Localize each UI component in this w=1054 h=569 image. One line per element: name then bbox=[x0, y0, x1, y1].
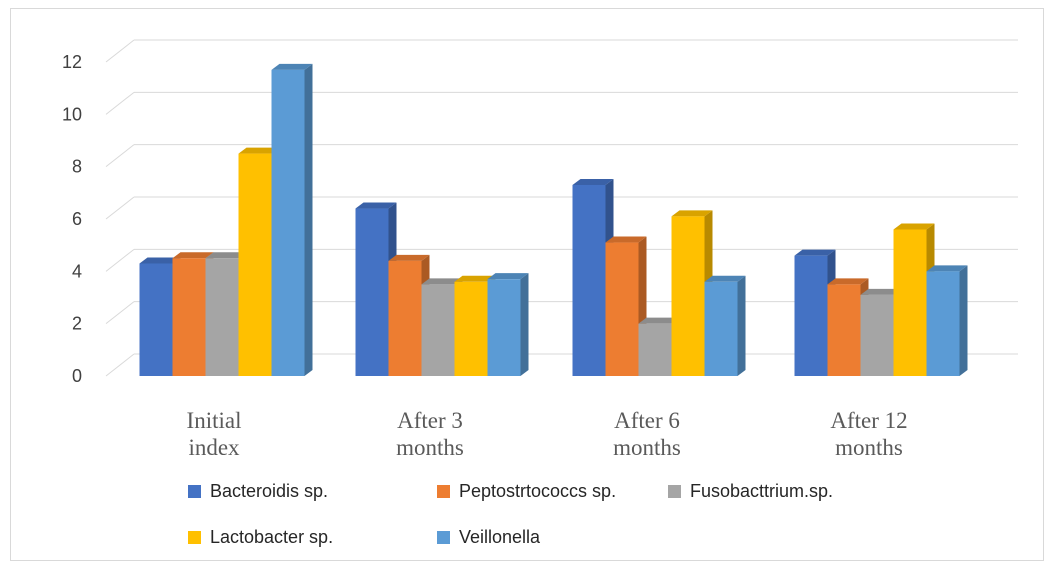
gridline-side bbox=[105, 301, 135, 325]
legend-label: Bacteroidis sp. bbox=[210, 481, 328, 501]
bar-top bbox=[704, 275, 746, 282]
bar-top bbox=[605, 236, 647, 243]
bar-top bbox=[572, 178, 614, 185]
legend-item: Veillonella bbox=[437, 527, 541, 547]
legend-label: Veillonella bbox=[459, 527, 541, 547]
legend-label: Fusobacttrium.sp. bbox=[690, 481, 833, 501]
y-tick-label: 4 bbox=[72, 261, 82, 281]
legend-swatch bbox=[437, 531, 450, 544]
bar-side bbox=[304, 63, 313, 376]
legend: Bacteroidis sp. Peptostrtococcs sp. Fusoba… bbox=[188, 481, 833, 547]
bar bbox=[704, 275, 746, 376]
legend-swatch bbox=[188, 485, 201, 498]
gridline-side bbox=[105, 248, 135, 272]
bar-front bbox=[355, 208, 389, 376]
bar bbox=[487, 273, 529, 376]
bar-front bbox=[487, 279, 521, 376]
bar-top bbox=[271, 63, 313, 70]
bar-top bbox=[794, 249, 836, 256]
x-axis-ticks: Initial index After 3 months After 6 months Af… bbox=[187, 408, 908, 460]
bar-side bbox=[959, 265, 968, 376]
bar-top bbox=[355, 202, 397, 209]
y-tick-label: 6 bbox=[72, 209, 82, 229]
legend-label: Lactobacter sp. bbox=[210, 527, 333, 547]
bar-top bbox=[388, 254, 430, 261]
x-tick-label: After 6 months bbox=[613, 408, 681, 460]
bar-front bbox=[454, 281, 488, 376]
bar-top bbox=[172, 252, 214, 259]
bar-top bbox=[926, 265, 968, 272]
bar-top bbox=[893, 223, 935, 230]
legend-swatch bbox=[437, 485, 450, 498]
bar-front bbox=[421, 284, 455, 376]
y-tick-label: 0 bbox=[72, 366, 82, 386]
bar-top bbox=[139, 257, 181, 264]
x-tick-label: After 12 months bbox=[830, 408, 907, 460]
legend-item: Peptostrtococcs sp. bbox=[437, 481, 616, 501]
bar-front bbox=[205, 258, 239, 376]
bar bbox=[671, 210, 713, 376]
legend-swatch bbox=[668, 485, 681, 498]
bar-side bbox=[737, 275, 746, 376]
bar-top bbox=[205, 252, 247, 259]
gridline-side bbox=[105, 196, 135, 220]
bar-top bbox=[638, 317, 680, 324]
gridline-side bbox=[105, 91, 135, 115]
legend-swatch bbox=[188, 531, 201, 544]
bar-front bbox=[139, 263, 173, 376]
bar bbox=[271, 63, 313, 376]
legend-item: Lactobacter sp. bbox=[188, 527, 333, 547]
gridline-side bbox=[105, 144, 135, 168]
legend-label: Peptostrtococcs sp. bbox=[459, 481, 616, 501]
bar-front bbox=[605, 242, 639, 376]
bar-top bbox=[454, 275, 496, 282]
bar-top bbox=[860, 288, 902, 295]
bar-front bbox=[827, 284, 861, 376]
bar-front bbox=[893, 229, 927, 376]
bar-top bbox=[487, 273, 529, 280]
bar-front bbox=[271, 69, 305, 376]
bar-front bbox=[572, 184, 606, 376]
bar bbox=[139, 257, 181, 376]
bar-top bbox=[421, 278, 463, 285]
x-tick-label: After 3 months bbox=[396, 408, 464, 460]
legend-item: Bacteroidis sp. bbox=[188, 481, 328, 501]
bar-front bbox=[704, 281, 738, 376]
bar bbox=[926, 265, 968, 376]
y-tick-label: 8 bbox=[72, 157, 82, 177]
bar-front bbox=[388, 260, 422, 376]
legend-item: Fusobacttrium.sp. bbox=[668, 481, 833, 501]
y-axis-ticks: 0 2 4 6 8 10 12 bbox=[62, 52, 82, 386]
bar-top bbox=[671, 210, 713, 217]
bars bbox=[139, 63, 968, 376]
bar-front bbox=[926, 271, 960, 376]
bar bbox=[605, 236, 647, 376]
bar-top bbox=[827, 278, 869, 285]
gridline-side bbox=[105, 39, 135, 63]
bar-front bbox=[238, 153, 272, 376]
gridline-side bbox=[105, 353, 135, 377]
x-tick-label: Initial index bbox=[187, 408, 242, 460]
bar-front bbox=[172, 258, 206, 376]
bar-side bbox=[520, 273, 529, 376]
y-tick-label: 12 bbox=[62, 52, 82, 72]
y-tick-label: 2 bbox=[72, 314, 82, 334]
bar-top bbox=[238, 147, 280, 154]
bar-front bbox=[860, 294, 894, 376]
y-tick-label: 10 bbox=[62, 104, 82, 124]
bar-front bbox=[638, 323, 672, 376]
bar-front bbox=[794, 255, 828, 376]
bar-front bbox=[671, 216, 705, 376]
